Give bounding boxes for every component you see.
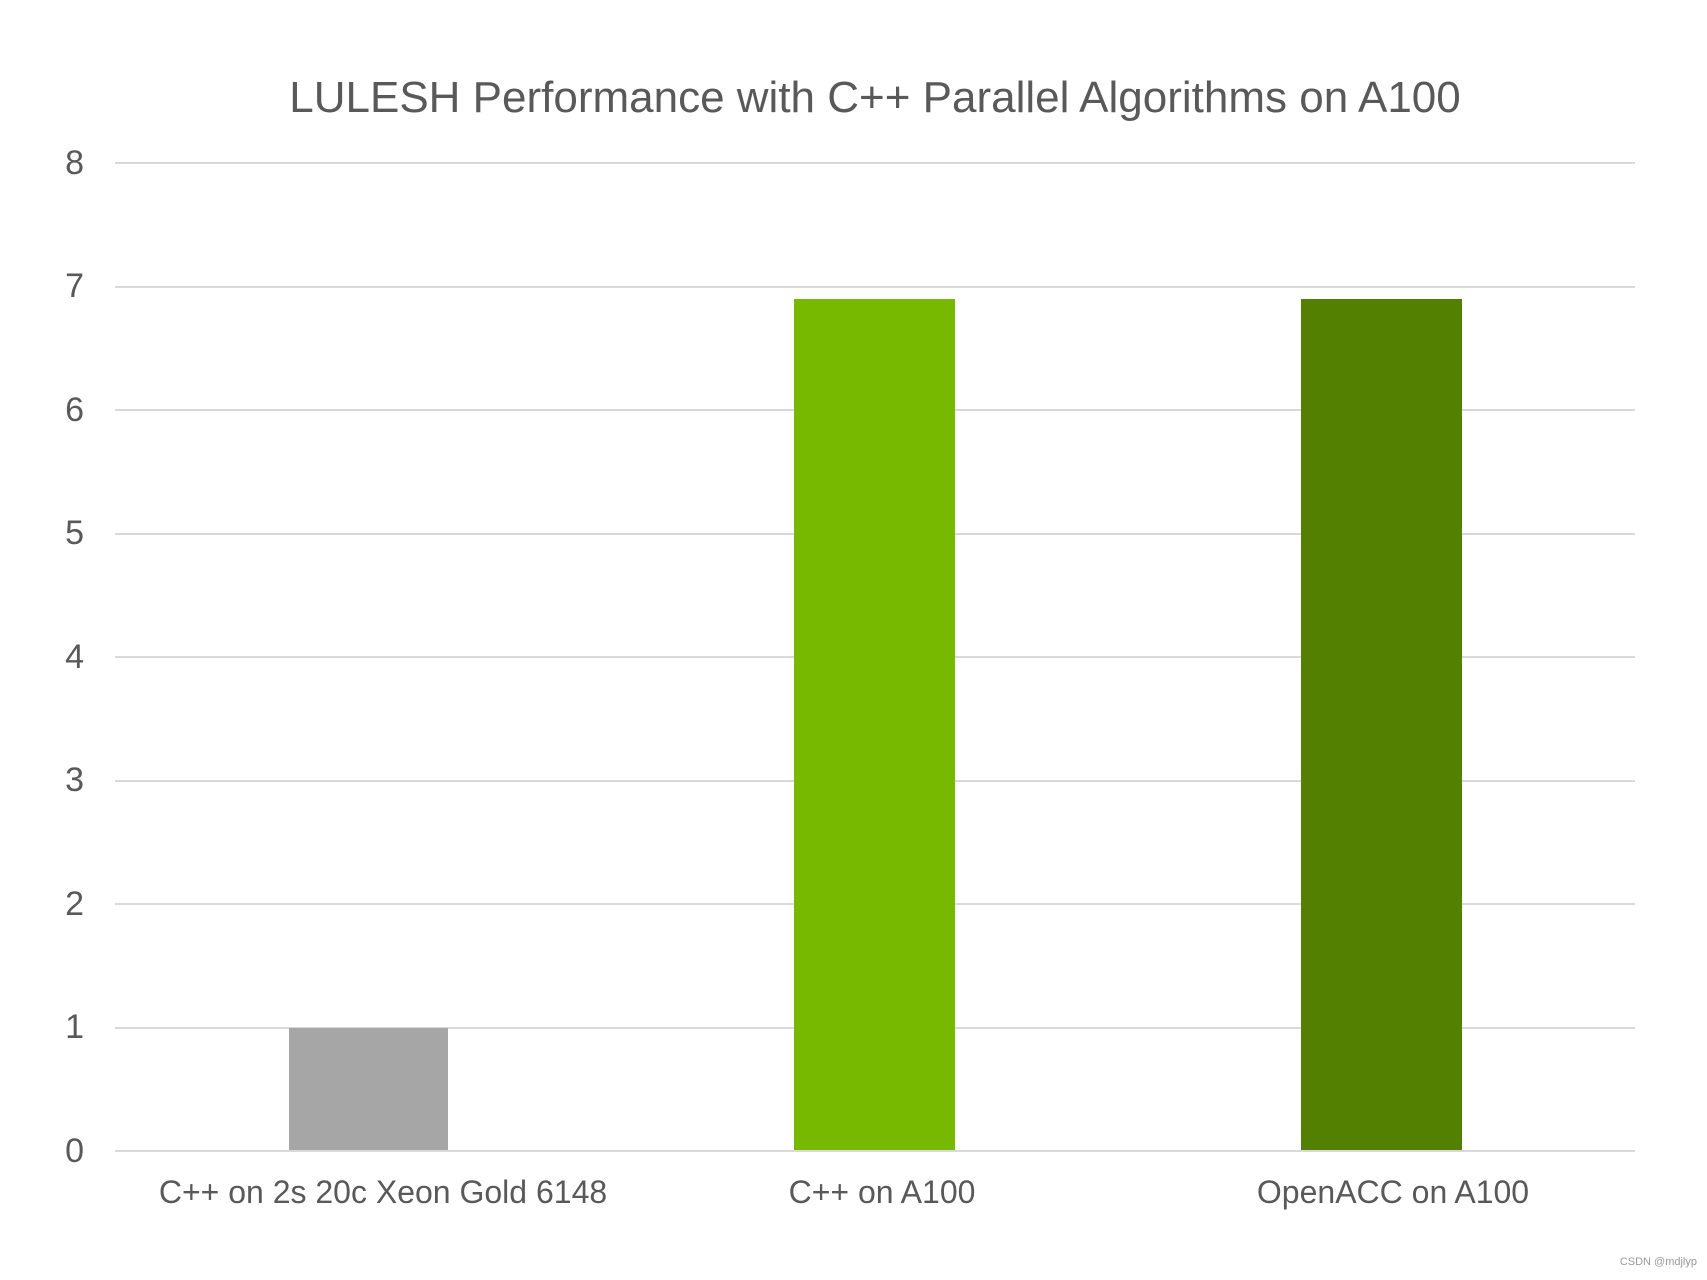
plot-area	[115, 162, 1635, 1152]
ytick-1: 1	[65, 1008, 84, 1046]
x-axis-line	[115, 1150, 1635, 1152]
xlabel-cpp-a100: C++ on A100	[788, 1174, 976, 1210]
bar-cpp-a100	[794, 299, 955, 1151]
xlabel-openacc-a100: OpenACC on A100	[1256, 1174, 1530, 1210]
gridline-8	[115, 162, 1635, 164]
ytick-4: 4	[65, 638, 84, 676]
ytick-2: 2	[65, 885, 84, 923]
bar-xeon	[289, 1027, 448, 1151]
xlabel-xeon: C++ on 2s 20c Xeon Gold 6148	[158, 1174, 608, 1210]
ytick-0: 0	[65, 1132, 84, 1170]
ytick-3: 3	[65, 761, 84, 799]
ytick-7: 7	[65, 267, 84, 305]
ytick-5: 5	[65, 514, 84, 552]
ytick-6: 6	[65, 391, 84, 429]
bar-openacc-a100	[1301, 299, 1462, 1151]
chart-title: LULESH Performance with C++ Parallel Alg…	[289, 73, 1461, 122]
gridline-7	[115, 285, 1635, 288]
ytick-8: 8	[65, 144, 84, 182]
watermark: CSDN @mdjlyp	[1619, 1256, 1697, 1268]
